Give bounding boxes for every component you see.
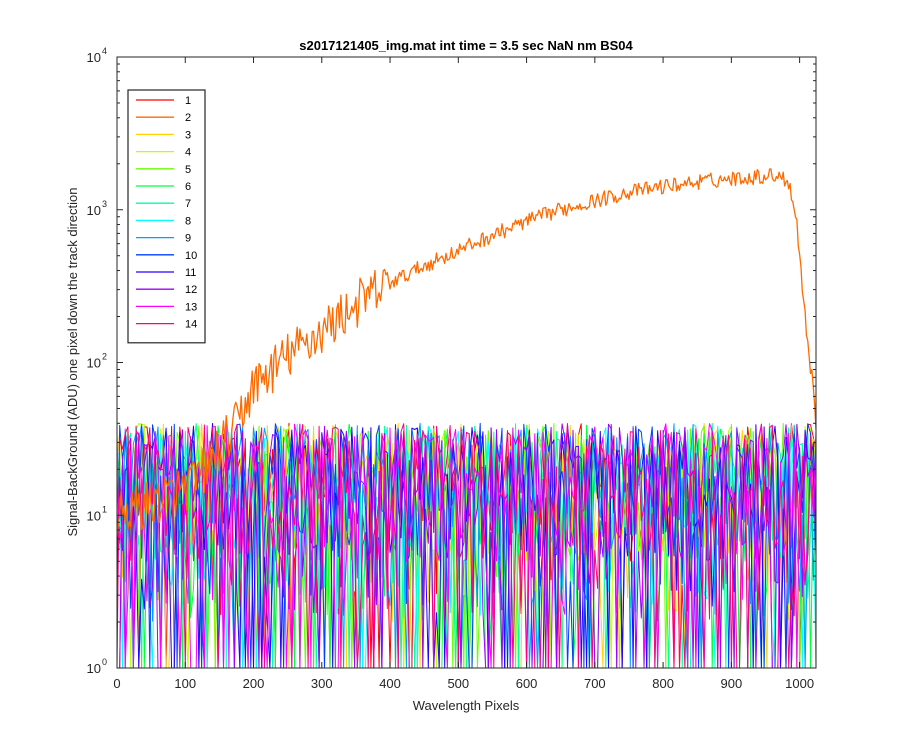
x-tick-label: 1000 xyxy=(785,676,814,691)
y-tick-label: 10 xyxy=(87,356,101,371)
legend-label-8: 8 xyxy=(185,215,191,227)
legend-label-7: 7 xyxy=(185,198,191,210)
series-line-2 xyxy=(117,168,816,537)
legend-label-3: 3 xyxy=(185,129,191,141)
chart-title: s2017121405_img.mat int time = 3.5 sec N… xyxy=(299,38,633,53)
legend-label-2: 2 xyxy=(185,112,191,124)
legend-label-11: 11 xyxy=(185,267,196,279)
y-tick-exponent: 2 xyxy=(102,352,107,362)
x-tick-label: 300 xyxy=(311,676,333,691)
legend-label-14: 14 xyxy=(185,319,197,331)
x-tick-label: 800 xyxy=(652,676,674,691)
x-tick-label: 200 xyxy=(243,676,265,691)
legend-label-9: 9 xyxy=(185,233,191,245)
y-tick-exponent: 1 xyxy=(102,504,107,514)
x-tick-label: 600 xyxy=(516,676,538,691)
series-layer xyxy=(117,168,816,668)
legend-label-4: 4 xyxy=(185,147,191,159)
y-tick-exponent: 0 xyxy=(102,657,107,667)
legend-label-6: 6 xyxy=(185,181,191,193)
x-tick-label: 0 xyxy=(113,676,120,691)
y-tick-exponent: 3 xyxy=(102,199,107,209)
x-tick-label: 900 xyxy=(721,676,743,691)
legend-box xyxy=(127,89,206,344)
legend-label-5: 5 xyxy=(185,164,191,176)
y-tick-label: 10 xyxy=(87,661,101,676)
y-tick-exponent: 4 xyxy=(102,46,107,56)
x-axis-label: Wavelength Pixels xyxy=(413,698,520,713)
y-tick-label: 10 xyxy=(87,203,101,218)
legend-label-10: 10 xyxy=(185,250,197,262)
x-tick-label: 100 xyxy=(174,676,196,691)
x-tick-label: 700 xyxy=(584,676,606,691)
y-tick-label: 10 xyxy=(87,50,101,65)
series-line-14 xyxy=(117,423,816,668)
y-tick-label: 10 xyxy=(87,508,101,523)
x-tick-label: 500 xyxy=(447,676,469,691)
legend-label-12: 12 xyxy=(185,284,197,296)
legend-label-13: 13 xyxy=(185,301,197,313)
legend-label-1: 1 xyxy=(185,95,191,107)
y-axis-label: Signal-BackGround (ADU) one pixel down t… xyxy=(65,187,80,536)
series-line-12 xyxy=(117,423,816,668)
x-tick-label: 400 xyxy=(379,676,401,691)
